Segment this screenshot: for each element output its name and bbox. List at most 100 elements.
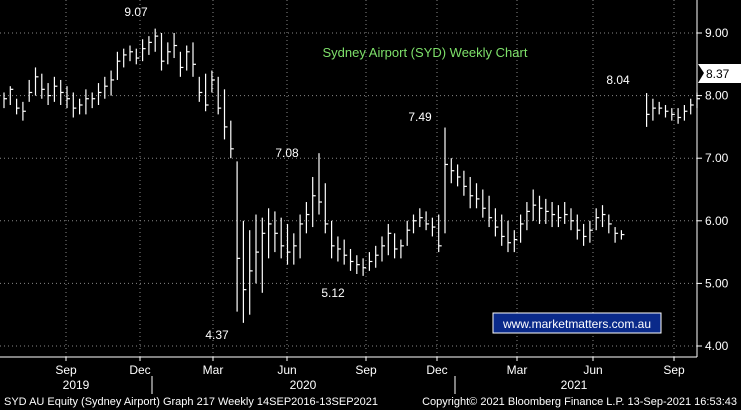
ohlc-bar <box>242 220 247 323</box>
ohlc-bar <box>255 214 259 284</box>
ohlc-bar <box>34 67 39 96</box>
ohlc-bar <box>3 92 7 109</box>
ohlc-bar <box>469 176 474 209</box>
ohlc-bar <box>268 208 272 259</box>
ohlc-bar <box>160 33 165 71</box>
ohlc-bar <box>614 227 619 243</box>
ohlc-bar <box>551 202 556 228</box>
watermark-url: www.marketmatters.com.au <box>502 317 651 331</box>
ohlc-bar <box>431 217 436 237</box>
ohlc-bar <box>186 45 190 71</box>
ohlc-bar <box>293 233 297 265</box>
ohlc-bar <box>526 202 530 231</box>
ohlc-bar <box>381 236 385 262</box>
ohlc-bar <box>444 127 448 234</box>
ohlc-bar <box>482 189 486 218</box>
price-annotation: 9.07 <box>124 5 148 19</box>
ohlc-bar <box>236 161 241 312</box>
ohlc-bar <box>400 239 404 259</box>
y-tick-label: 5.00 <box>705 276 729 290</box>
ohlc-bar <box>312 176 316 228</box>
ohlc-bar <box>645 93 650 127</box>
ohlc-bar <box>318 153 322 215</box>
price-annotation: 4.37 <box>205 328 229 342</box>
year-label: 2021 <box>561 378 588 392</box>
ohlc-bar <box>249 230 253 315</box>
year-label: 2020 <box>290 378 317 392</box>
ohlc-bar <box>589 220 593 243</box>
ohlc-bar <box>123 48 127 68</box>
ohlc-bar <box>286 223 291 265</box>
ohlc-bar <box>545 198 549 224</box>
x-tick-label: Dec <box>426 363 447 377</box>
y-tick-label: 8.00 <box>705 89 729 103</box>
ohlc-bar <box>576 214 581 240</box>
ohlc-bar <box>658 101 663 115</box>
x-axis-years: 2019 2020 2021 <box>63 376 588 394</box>
x-tick-label: Sep <box>355 363 377 377</box>
ohlc-bar <box>148 36 152 55</box>
ohlc-bar <box>85 89 89 115</box>
ohlc-bar <box>450 158 455 184</box>
ohlc-bar <box>494 208 499 237</box>
x-tick-label: Jun <box>583 363 602 377</box>
ohlc-bar <box>192 42 196 77</box>
price-annotation: 5.12 <box>321 286 345 300</box>
ohlc-bar <box>507 220 511 253</box>
ohlc-bar <box>135 48 140 65</box>
ohlc-bar <box>274 211 278 253</box>
ohlc-bar <box>463 170 467 196</box>
ohlc-bar <box>78 98 83 115</box>
ohlc-bar <box>557 205 562 228</box>
ohlc-bar <box>72 92 77 118</box>
ohlc-bar <box>582 223 587 246</box>
ohlc-bar <box>230 120 234 159</box>
ohlc-bar <box>331 220 335 259</box>
ohlc-bar <box>570 208 574 231</box>
ohlc-bar <box>412 214 417 234</box>
ohlc-bar <box>406 220 411 246</box>
x-tick-label: Sep <box>55 363 77 377</box>
x-axis-ticks: Sep Dec Mar Jun Sep Dec Mar Jun Sep <box>55 357 685 377</box>
ohlc-bar <box>475 183 480 209</box>
ohlc-bar <box>387 223 392 256</box>
ohlc-bar <box>47 83 52 105</box>
ohlc-bar <box>652 98 656 121</box>
ohlc-bar <box>683 104 688 121</box>
ohlc-bar <box>356 255 360 275</box>
ohlc-bar <box>142 39 146 62</box>
ohlc-bar <box>41 73 45 99</box>
x-tick-label: Mar <box>203 363 224 377</box>
ohlc-bar <box>261 217 266 293</box>
y-tick-label: 7.00 <box>705 151 729 165</box>
last-price-marker: 8.37 <box>698 64 741 83</box>
ohlc-bar <box>179 51 184 77</box>
ohlc-bar <box>375 245 379 268</box>
ohlc-bar <box>110 70 115 96</box>
y-axis-ticks: 9.00 8.00 7.00 6.00 5.00 4.00 <box>697 26 729 353</box>
ohlc-bar <box>457 164 461 187</box>
y-tick-label: 4.00 <box>705 339 729 353</box>
ohlc-bar <box>664 104 669 118</box>
ohlc-bar <box>28 79 33 102</box>
chart-title: Sydney Airport (SYD) Weekly Chart <box>323 45 528 60</box>
price-annotation: 7.08 <box>275 146 299 160</box>
ohlc-bar <box>513 230 518 253</box>
ohlc-bar <box>690 98 694 115</box>
x-tick-label: Mar <box>507 363 528 377</box>
ohlc-bar <box>167 42 171 65</box>
ohlc-bar <box>305 202 310 234</box>
ohlc-bar <box>620 230 625 240</box>
ohlc-bar <box>324 183 329 234</box>
ohlc-bar <box>601 205 606 228</box>
ohlc-bar <box>66 86 70 109</box>
price-annotation: 8.04 <box>606 73 630 87</box>
ohlc-bar <box>22 101 26 121</box>
ohlc-bar <box>9 86 14 105</box>
ohlc-bar <box>349 248 354 271</box>
watermark: www.marketmatters.com.au <box>492 312 662 334</box>
x-tick-label: Sep <box>663 363 685 377</box>
ohlc-bar <box>217 76 222 115</box>
ohlc-bar <box>173 33 178 59</box>
